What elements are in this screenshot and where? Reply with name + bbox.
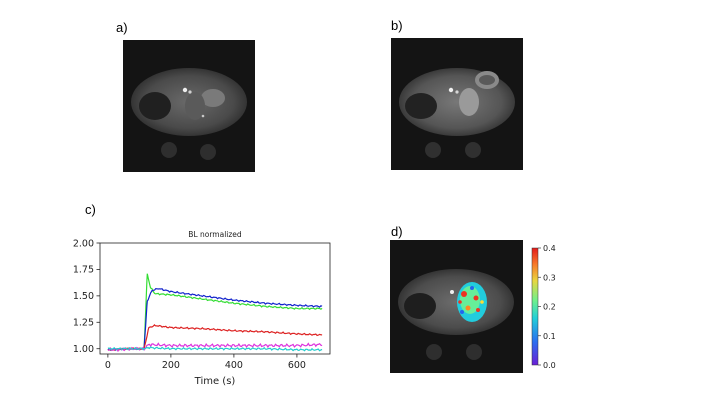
x-tick-label: 200: [162, 360, 180, 371]
y-tick-label: 1.25: [73, 318, 94, 329]
mri-image-a: [123, 40, 255, 172]
colorbar-tick-label: 0.2: [543, 303, 556, 312]
mri-image-b: [391, 38, 523, 170]
panel-label-d: d): [391, 224, 403, 239]
x-tick-label: 0: [105, 360, 111, 371]
x-tick-label: 400: [225, 360, 243, 371]
colorbar: 0.0 0.1 0.2 0.3 0.4: [531, 244, 556, 370]
series-line-green: [107, 273, 323, 352]
panel-label-b: b): [391, 18, 403, 33]
mri-image-d: [390, 240, 523, 373]
line-chart: BL normalized 0 200 400 600 1.00 1.25 1.50 1.75…: [60, 225, 350, 395]
series-line-blue: [107, 287, 323, 351]
y-tick-label: 1.00: [73, 344, 94, 355]
x-tick-label: 600: [288, 360, 306, 371]
colorbar-tick-label: 0.3: [543, 273, 556, 282]
colorbar-tick-label: 0.0: [543, 361, 556, 370]
chart-title: BL normalized: [188, 230, 242, 239]
y-tick-label: 2.00: [73, 238, 94, 249]
x-axis-title: Time (s): [194, 376, 236, 387]
colorbar-tick-label: 0.1: [543, 332, 556, 341]
colorbar-gradient: [531, 247, 539, 366]
series-line-cyan: [107, 346, 323, 352]
plot-frame: [99, 242, 331, 355]
chart-svg: BL normalized 0 200 400 600 1.00 1.25 1.50 1.75…: [73, 230, 331, 387]
panel-label-c: c): [85, 202, 96, 217]
y-tick-label: 1.50: [73, 291, 94, 302]
colorbar-tick-label: 0.4: [543, 244, 556, 253]
panel-label-a: a): [116, 20, 128, 35]
y-tick-label: 1.75: [73, 265, 94, 276]
